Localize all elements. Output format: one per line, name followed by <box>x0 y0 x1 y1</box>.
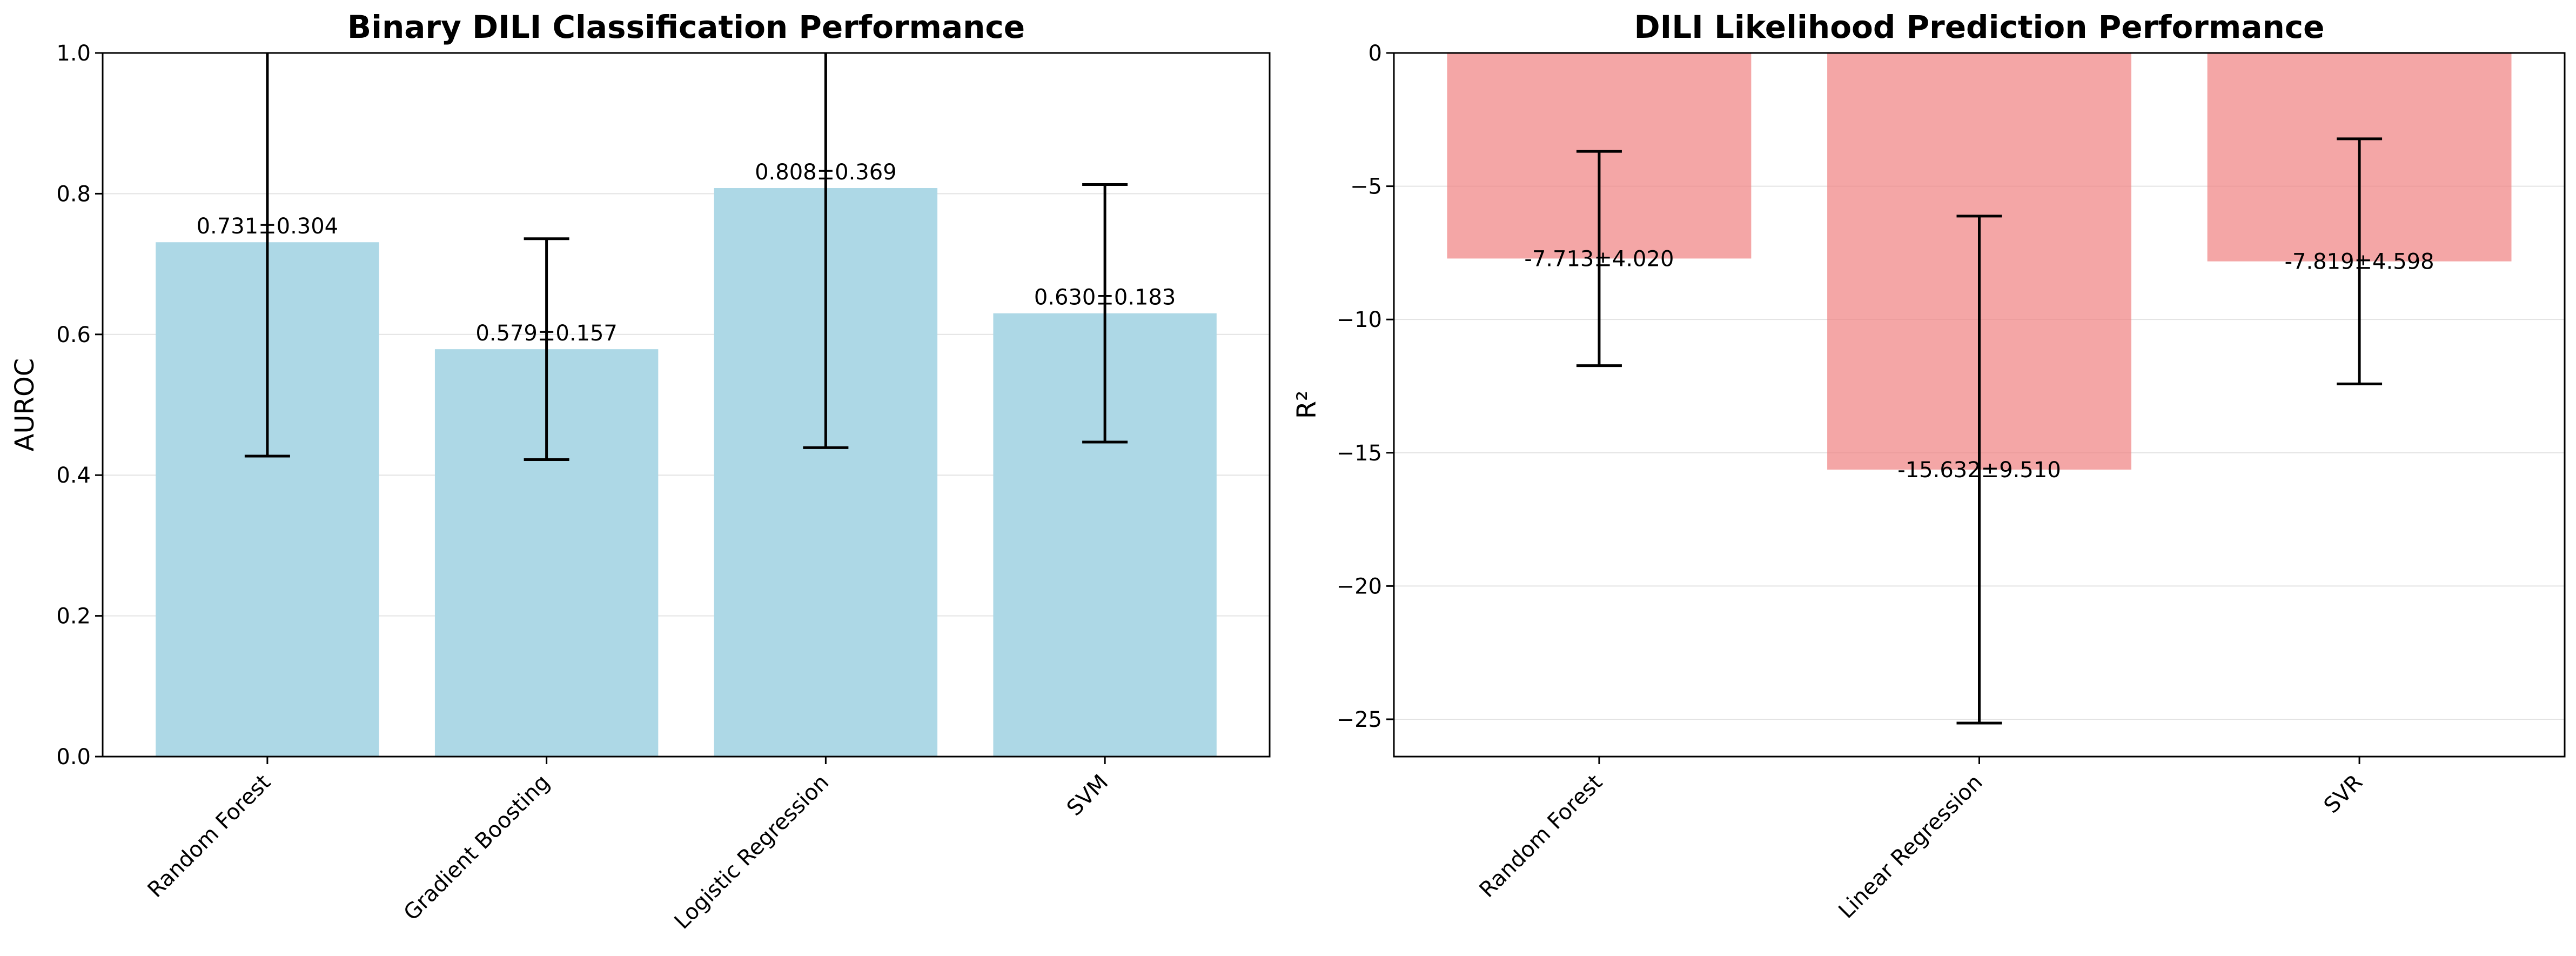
data-label: -7.819±4.598 <box>2285 250 2434 275</box>
x-tick-label: Linear Regression <box>1834 770 1987 924</box>
y-tick-label: 1.0 <box>56 41 91 66</box>
chart-title: Binary DILI Classification Performance <box>347 9 1025 45</box>
y-axis-label: R² <box>1292 391 1322 419</box>
y-tick-label: 0.6 <box>56 323 91 347</box>
y-tick-label: 0.4 <box>56 463 91 488</box>
x-tick-label: Random Forest <box>1475 770 1607 902</box>
data-label: 0.808±0.369 <box>755 160 897 185</box>
data-label: 0.579±0.157 <box>475 321 618 346</box>
x-tick-label: SVM <box>1062 770 1113 821</box>
chart-title: DILI Likelihood Prediction Performance <box>1634 9 2325 45</box>
y-tick-label: 0.0 <box>56 745 91 770</box>
regression-chart-panel: -7.713±4.020 -15.632±9.510 -7.819±4.598 0 −5… <box>1292 9 2566 924</box>
data-label: 0.630±0.183 <box>1034 285 1176 310</box>
axes-frame <box>102 52 1271 758</box>
classification-chart-panel: 0.731±0.304 0.579±0.157 0.808±0.369 0.630±0… <box>10 9 1271 934</box>
y-tick-label: 0 <box>1369 41 1382 66</box>
x-tick-label: SVR <box>2319 770 2367 818</box>
x-tick-label: Gradient Boosting <box>399 770 554 926</box>
y-tick-label: −25 <box>1337 707 1382 732</box>
data-label: -7.713±4.020 <box>1524 246 1674 271</box>
x-tick-label: Random Forest <box>143 770 276 902</box>
x-tick-label: Logistic Regression <box>670 770 834 934</box>
data-label: -15.632±9.510 <box>1897 458 2061 483</box>
y-tick-label: −20 <box>1337 574 1382 599</box>
y-tick-label: −10 <box>1337 307 1382 332</box>
y-tick-label: −5 <box>1350 175 1382 199</box>
y-axis-label: AUROC <box>10 358 40 452</box>
y-tick-label: 0.8 <box>56 182 91 206</box>
y-tick-label: 0.2 <box>56 604 91 629</box>
y-tick-label: −15 <box>1337 441 1382 466</box>
data-label: 0.731±0.304 <box>197 214 339 239</box>
